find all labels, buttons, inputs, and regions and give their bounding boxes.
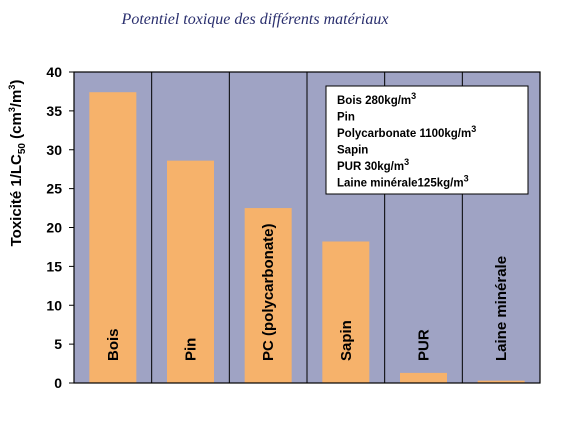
y-axis-label-unit-open: (cm xyxy=(8,112,25,143)
bar xyxy=(167,160,214,383)
category-separators xyxy=(151,72,463,383)
bar xyxy=(244,208,292,383)
y-axis-label-sup2: 3 xyxy=(7,85,17,90)
bar xyxy=(89,92,137,383)
bar-category-label: PUR xyxy=(416,329,433,361)
y-axis-label-sup1: 3 xyxy=(7,107,17,112)
bar-category-label: Bois xyxy=(105,328,122,361)
y-tick-label: 5 xyxy=(54,336,62,352)
bar-category-label: Laine minérale xyxy=(493,256,510,361)
bar-category-label: Sapin xyxy=(338,320,355,361)
bar xyxy=(322,241,370,383)
y-tick-label: 30 xyxy=(46,142,62,158)
bar xyxy=(400,372,447,383)
legend-entry: Pin xyxy=(337,112,355,124)
bars xyxy=(89,92,525,383)
legend-box xyxy=(325,85,529,195)
bar-category-label: PC (polycarbonate) xyxy=(260,223,277,361)
bar xyxy=(477,380,525,383)
y-axis-label-prefix: Toxicité 1/LC xyxy=(8,154,25,246)
y-tick-label: 15 xyxy=(46,258,62,274)
y-tick-label: 35 xyxy=(46,103,62,119)
y-tick-label: 25 xyxy=(46,181,62,197)
bar-category-label: Pin xyxy=(183,338,200,361)
legend-entry: Laine minérale125kg/m3 xyxy=(337,174,469,190)
y-tick-label: 10 xyxy=(46,297,62,313)
y-axis-label-unit-mid: /m xyxy=(8,90,25,108)
chart-title: Potentiel toxique des différents matéria… xyxy=(121,11,389,28)
y-tick-label: 0 xyxy=(54,375,62,391)
y-tick-label: 40 xyxy=(46,64,62,80)
legend-entry: Polycarbonate 1100kg/m3 xyxy=(337,124,476,140)
legend-entry: Bois 280kg/m3 xyxy=(337,91,416,107)
legend-entry: Sapin xyxy=(337,145,368,157)
svg-text:Toxicité 1/LC50 (cm3/m3): Toxicité 1/LC50 (cm3/m3) xyxy=(7,80,28,247)
y-ticks: 0 5 10 15 20 25 30 35 40 xyxy=(46,64,74,391)
y-axis-label-sub: 50 xyxy=(17,143,28,155)
plot-frame xyxy=(73,71,541,384)
y-axis-label-unit-close: ) xyxy=(8,80,25,85)
y-tick-label: 20 xyxy=(46,220,62,236)
y-axis-label: Toxicité 1/LC50 (cm3/m3) xyxy=(7,80,28,247)
bar-labels: Bois Pin PC (polycarbonate) Sapin PUR Laine m… xyxy=(105,223,510,361)
legend-entry: PUR 30kg/m3 xyxy=(337,157,409,173)
